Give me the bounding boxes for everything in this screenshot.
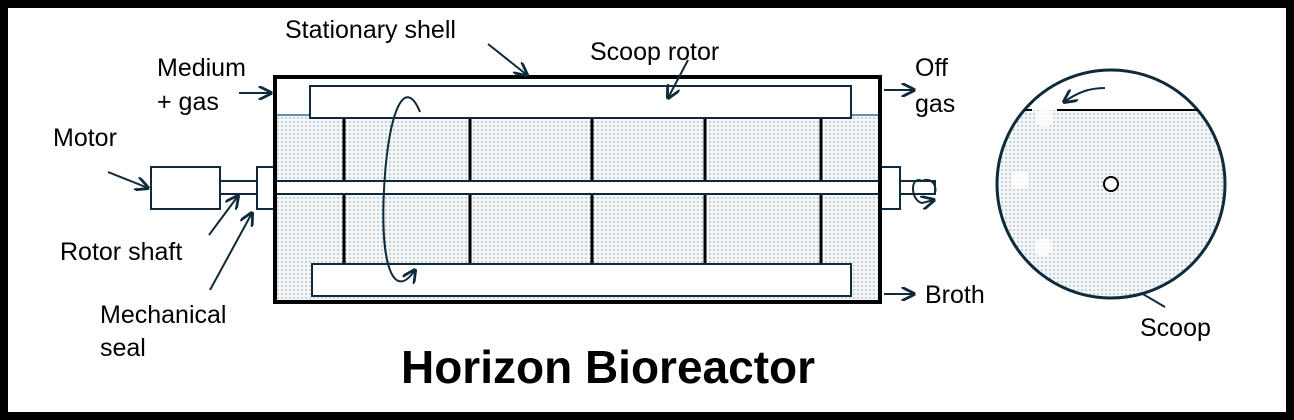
label-stationary-shell: Stationary shell [285, 16, 456, 44]
label-medium-line2: + gas [157, 88, 219, 116]
rotation-arrow-icon [382, 96, 421, 281]
label-motor: Motor [53, 124, 117, 152]
label-broth: Broth [925, 281, 985, 309]
cross-section-liquid [997, 110, 1225, 298]
motor [150, 166, 221, 210]
label-pointers [107, 43, 1166, 308]
label-rotor-shaft: Rotor shaft [60, 238, 182, 266]
cross-section-shell [995, 68, 1227, 300]
label-off-gas-line1: Off [915, 54, 948, 82]
label-seal-line1: Mechanical [100, 301, 226, 329]
rotor-shaft [219, 180, 936, 195]
label-medium-line1: Medium [157, 54, 246, 82]
scoop-rotor-top [309, 85, 852, 119]
label-seal-line2: seal [100, 334, 146, 362]
label-scoop: Scoop [1140, 314, 1211, 342]
cross-section-shaft [1103, 176, 1119, 192]
label-scoop-rotor: Scoop rotor [590, 38, 719, 66]
label-off-gas-line2: gas [915, 90, 955, 118]
stationary-shell [273, 75, 882, 304]
shaft-rotation-arrow-icon [912, 179, 934, 203]
mechanical-seal-right [879, 166, 901, 210]
scoop-rotor-bottom [311, 263, 852, 297]
cross-section-rotation-arrow-icon [1064, 87, 1106, 102]
mechanical-seal-left [256, 166, 275, 210]
diagram-title: Horizon Bioreactor [401, 341, 815, 393]
